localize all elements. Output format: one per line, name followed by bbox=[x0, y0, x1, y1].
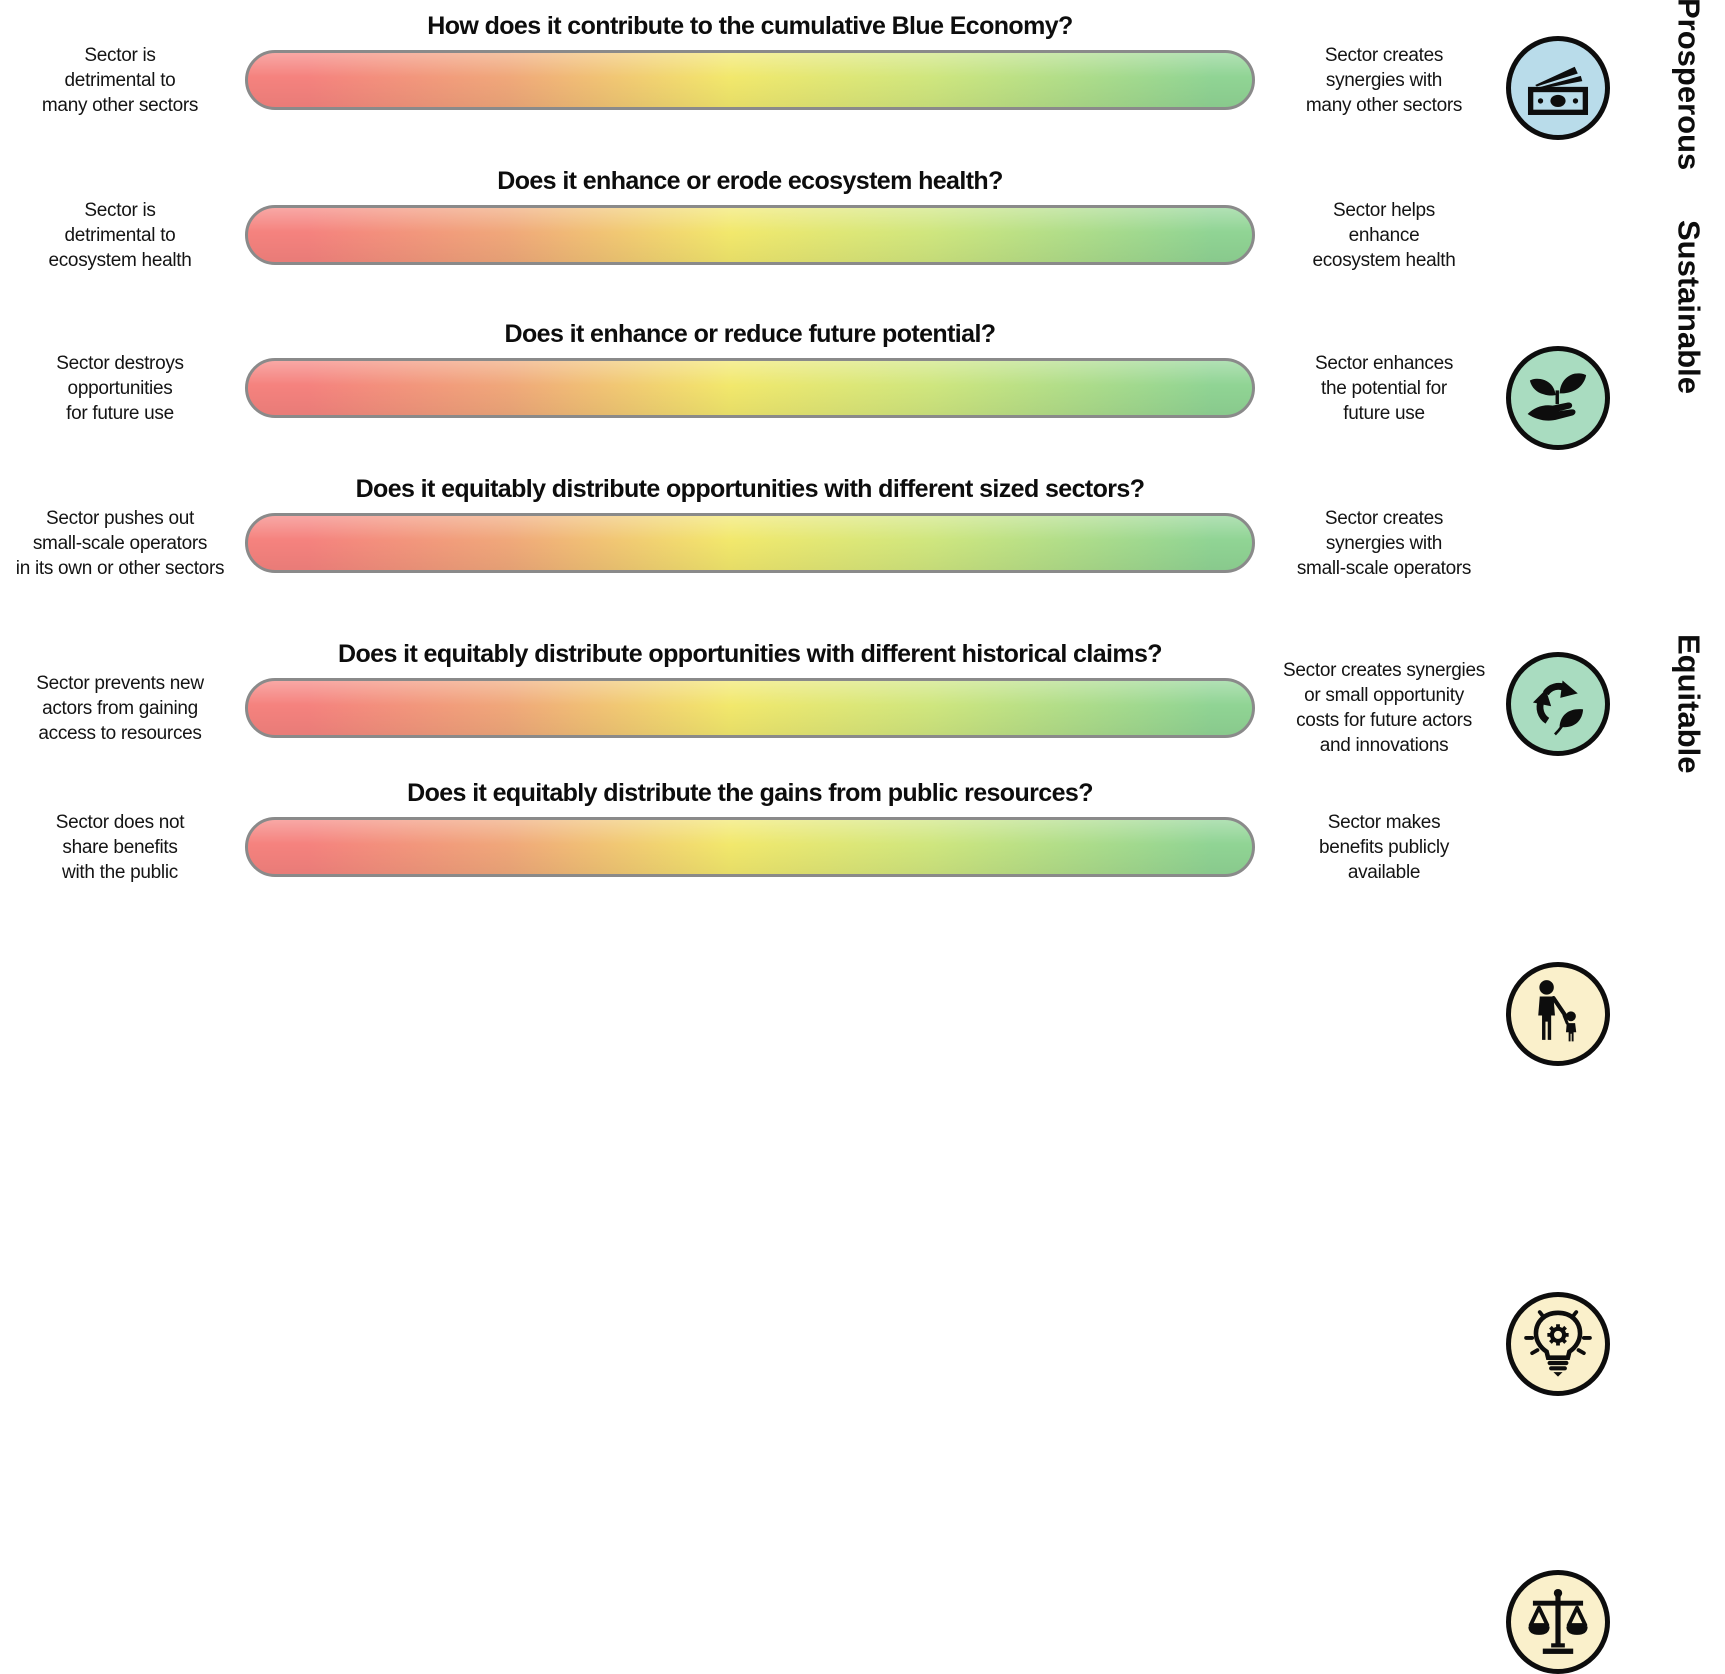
criterion-row: How does it contribute to the cumulative… bbox=[0, 8, 1725, 158]
criterion-row: Does it enhance or erode ecosystem healt… bbox=[0, 163, 1725, 450]
question-title: Does it enhance or erode ecosystem healt… bbox=[497, 167, 1003, 195]
gradient-bar bbox=[245, 513, 1255, 573]
positive-label: Sector helps enhance ecosystem health bbox=[1312, 199, 1456, 271]
question-title: Does it equitably distribute opportuniti… bbox=[355, 475, 1145, 503]
axis-label-sustainable: Sustainable bbox=[1671, 220, 1707, 394]
question-title: Does it equitably distribute opportuniti… bbox=[338, 640, 1163, 668]
axis-label-equitable: Equitable bbox=[1671, 634, 1707, 774]
gradient-bar bbox=[245, 678, 1255, 738]
lightbulb-gear-icon bbox=[1506, 1292, 1610, 1396]
axis-label-prosperous: Prosperous bbox=[1671, 0, 1707, 171]
gradient-bar bbox=[245, 50, 1255, 110]
positive-label: Sector creates synergies with small-scal… bbox=[1296, 507, 1472, 579]
positive-label: Sector creates synergies or small opport… bbox=[1283, 660, 1485, 756]
criterion-row: Does it equitably distribute the gains f… bbox=[0, 775, 1725, 1674]
question-title: How does it contribute to the cumulative… bbox=[427, 12, 1073, 40]
hand-plant-icon bbox=[1506, 346, 1610, 450]
gradient-bar bbox=[245, 205, 1255, 265]
question-title: Does it equitably distribute the gains f… bbox=[407, 779, 1093, 807]
positive-label: Sector creates synergies with many other… bbox=[1305, 44, 1463, 116]
negative-label: Sector prevents new actors from gaining … bbox=[36, 672, 204, 744]
money-icon bbox=[1506, 36, 1610, 140]
adult-child-icon bbox=[1506, 962, 1610, 1066]
scales-icon bbox=[1506, 1570, 1610, 1674]
question-title: Does it enhance or reduce future potenti… bbox=[504, 320, 997, 348]
gradient-bar bbox=[245, 358, 1255, 418]
positive-label: Sector makes benefits publicly available bbox=[1318, 811, 1450, 883]
recycle-leaf-icon bbox=[1506, 652, 1610, 756]
negative-label: Sector is detrimental to ecosystem healt… bbox=[48, 199, 192, 271]
gradient-bar bbox=[245, 817, 1255, 877]
negative-label: Sector does not share benefits with the … bbox=[55, 811, 185, 883]
positive-label: Sector enhances the potential for future… bbox=[1314, 352, 1454, 424]
criterion-row: Does it equitably distribute opportuniti… bbox=[0, 471, 1725, 1066]
negative-label: Sector is detrimental to many other sect… bbox=[41, 44, 199, 116]
negative-label: Sector pushes out small-scale operators … bbox=[15, 507, 225, 579]
negative-label: Sector destroys opportunities for future… bbox=[56, 352, 184, 424]
criterion-row: Does it enhance or reduce future potenti… bbox=[0, 316, 1725, 756]
criterion-row: Does it equitably distribute opportuniti… bbox=[0, 636, 1725, 1396]
